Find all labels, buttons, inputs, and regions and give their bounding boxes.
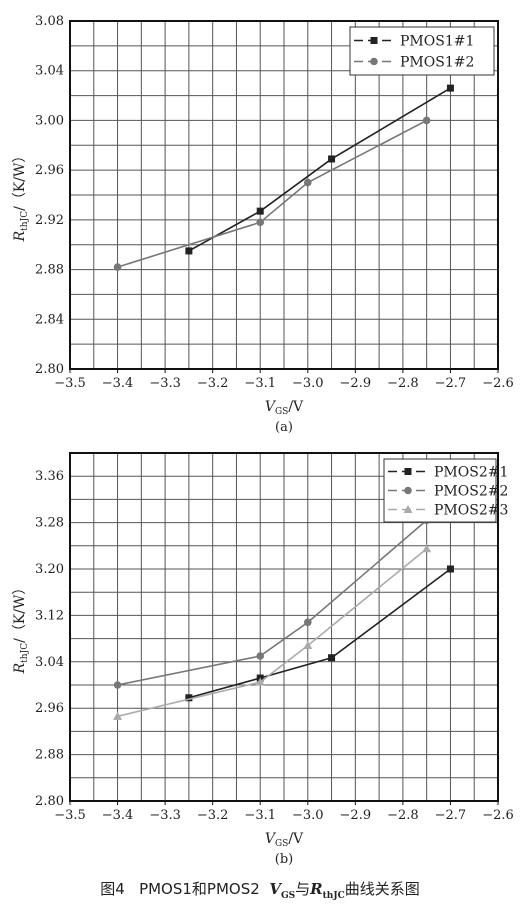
legend-label: PMOS2#1 xyxy=(434,465,508,481)
data-point xyxy=(446,565,454,573)
legend: PMOS2#1 PMOS2#2 PMOS2#3 xyxy=(383,458,508,523)
data-point xyxy=(256,218,265,227)
legend-marker xyxy=(404,486,412,495)
data-point xyxy=(446,84,454,92)
data-point xyxy=(256,207,264,215)
y-tick-label: 3.28 xyxy=(35,516,64,531)
x-tick-label: −2.8 xyxy=(387,376,419,391)
x-tick-label: −3.2 xyxy=(197,808,229,823)
legend: PMOS1#1 PMOS1#2 xyxy=(349,26,495,76)
x-tick-label: −3.1 xyxy=(244,808,276,823)
series-line xyxy=(117,519,428,686)
chart-b: −3.5 −3.4 −3.3 −3.2 −3.1 −3.0 −2.9 −2.8 −2.7 −2.6… xyxy=(12,452,514,867)
y-axis-label: RthJC/（K/W） xyxy=(12,581,30,675)
series-PMOS2#1 xyxy=(185,565,454,702)
data-point xyxy=(328,654,336,662)
legend-label: PMOS1#2 xyxy=(400,55,474,71)
y-tick-label: 2.80 xyxy=(35,794,64,809)
y-tick-label: 2.88 xyxy=(35,263,64,278)
y-tick-label: 2.96 xyxy=(35,701,64,716)
legend-marker xyxy=(404,468,412,475)
caption-connector: 与 xyxy=(295,880,311,898)
plot-frame xyxy=(69,20,499,370)
x-tick-label: −2.8 xyxy=(387,808,419,823)
chart-a: −3.5 −3.4 −3.3 −3.2 −3.1 −3.0 −2.9 −2.8 −2.7 −2.6… xyxy=(12,14,514,435)
x-tick-label: −2.7 xyxy=(435,376,467,391)
x-tick-label: −3.0 xyxy=(292,376,324,391)
series-PMOS2#2 xyxy=(113,516,431,689)
series-PMOS1#2 xyxy=(113,116,431,271)
x-tick-label: −3.3 xyxy=(149,376,181,391)
x-tick-label: −3.0 xyxy=(292,808,324,823)
x-tick-label: −2.9 xyxy=(340,808,372,823)
data-point xyxy=(303,641,313,650)
x-tick-label: −2.6 xyxy=(482,808,514,823)
legend-label: PMOS2#2 xyxy=(434,484,508,500)
data-point xyxy=(113,711,123,720)
legend-label: PMOS1#1 xyxy=(400,34,474,50)
x-tick-label: −3.2 xyxy=(197,376,229,391)
x-tick-label: −2.6 xyxy=(482,376,514,391)
data-point xyxy=(256,652,265,660)
data-point xyxy=(328,155,336,163)
figure-caption: 图4 PMOS1和PMOS2 VGS与RthJC曲线关系图 xyxy=(0,878,520,901)
series-PMOS2#3 xyxy=(113,544,432,720)
plot-frame xyxy=(69,452,499,802)
y-tick-label: 3.12 xyxy=(35,608,64,623)
data-point xyxy=(255,677,265,686)
data-point xyxy=(185,247,193,255)
x-tick-label: −2.7 xyxy=(435,808,467,823)
y-tick-label: 2.96 xyxy=(35,163,64,178)
panel-label: (a) xyxy=(275,420,293,435)
legend-box xyxy=(349,26,495,76)
y-tick-label: 3.04 xyxy=(35,64,64,79)
y-tick-label: 3.00 xyxy=(35,113,64,128)
y-tick-label: 3.36 xyxy=(35,469,64,484)
series-line xyxy=(117,548,428,718)
x-axis-label: VGS/V xyxy=(265,399,304,417)
figure-caption-text: PMOS1和PMOS2 xyxy=(139,880,260,898)
data-point xyxy=(303,618,312,627)
x-tick-label: −3.1 xyxy=(244,376,276,391)
y-tick-label: 3.20 xyxy=(35,562,64,577)
x-tick-label: −3.5 xyxy=(54,808,86,823)
series-line xyxy=(188,568,451,699)
x-tick-label: −3.3 xyxy=(149,808,181,823)
y-tick-label: 3.08 xyxy=(35,14,64,29)
data-point xyxy=(422,544,432,553)
y-tick-label: 2.92 xyxy=(35,213,64,228)
data-point xyxy=(422,116,431,125)
legend-marker xyxy=(370,37,378,44)
series-PMOS1#1 xyxy=(185,84,454,255)
x-tick-label: −2.9 xyxy=(340,376,372,391)
series-line xyxy=(117,119,428,268)
figure-number: 图4 xyxy=(100,880,125,898)
caption-vgs: VGS xyxy=(269,880,296,901)
y-tick-label: 2.84 xyxy=(35,312,64,327)
legend-marker xyxy=(370,57,378,66)
y-axis-label: RthJC/（K/W） xyxy=(12,149,30,243)
series-line xyxy=(188,87,451,252)
x-axis-label: VGS/V xyxy=(265,831,304,849)
data-point xyxy=(113,263,122,271)
panel-label: (b) xyxy=(275,852,293,867)
x-tick-label: −3.4 xyxy=(102,808,134,823)
y-tick-label: 3.04 xyxy=(35,655,64,670)
data-point xyxy=(113,681,122,689)
legend-marker xyxy=(403,505,413,513)
data-point xyxy=(303,178,312,187)
data-point xyxy=(185,694,193,702)
x-tick-label: −3.5 xyxy=(54,376,86,391)
y-tick-label: 2.88 xyxy=(35,748,64,763)
legend-label: PMOS2#3 xyxy=(434,503,508,519)
x-tick-label: −3.4 xyxy=(102,376,134,391)
y-tick-label: 2.80 xyxy=(35,362,64,377)
caption-suffix: 曲线关系图 xyxy=(344,880,420,898)
caption-rthjc: RthJC xyxy=(310,880,345,901)
